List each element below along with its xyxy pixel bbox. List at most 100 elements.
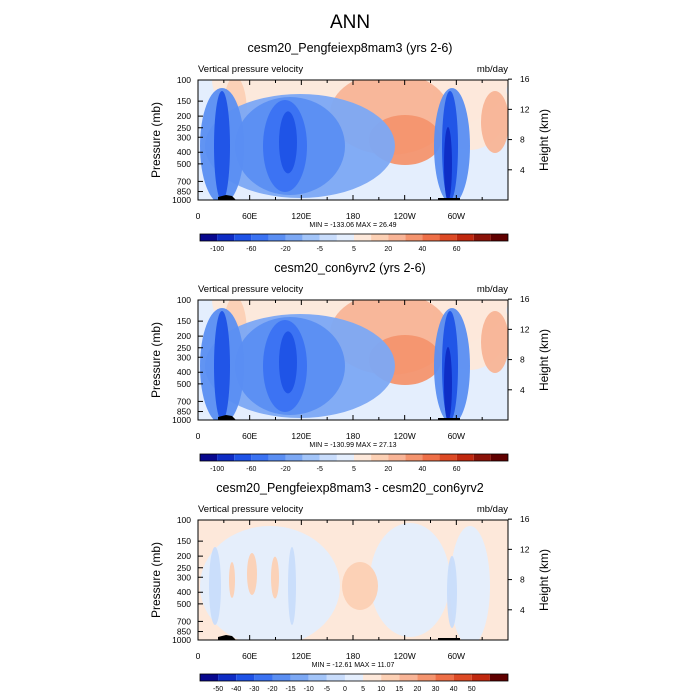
y-tick-label: 700 (177, 396, 191, 406)
x-tick-label: 120W (394, 211, 416, 221)
colorbar-label: 60 (453, 466, 461, 473)
colorbar-swatch (473, 234, 491, 241)
min-max-stats: MIN = -12.61 MAX = 11.07 (312, 662, 395, 669)
colorbar-swatch (388, 454, 406, 461)
colorbar-label: 40 (450, 686, 458, 693)
x-tick-label: 120W (394, 431, 416, 441)
y-tick-label: 1000 (172, 635, 191, 645)
field-shading (198, 300, 508, 420)
colorbar-label: -10 (304, 686, 314, 693)
y-tick-label: 500 (177, 159, 191, 169)
field-contour-12 (214, 311, 230, 420)
units-label: mb/day (477, 504, 508, 515)
colorbar-label: 15 (395, 686, 403, 693)
field-contour-10 (279, 331, 297, 394)
colorbar-label: 50 (468, 686, 476, 693)
colorbar-swatch (371, 234, 389, 241)
colorbar-label: 40 (419, 466, 427, 473)
colorbar-swatch (236, 674, 255, 681)
colorbar-swatch (251, 454, 269, 461)
colorbar-label: -60 (246, 466, 256, 473)
field-contour-4 (481, 91, 508, 153)
colorbar-swatch (200, 674, 219, 681)
y-right-axis-label: Height (km) (537, 549, 551, 611)
y-tick-label: 250 (177, 343, 191, 353)
colorbar-swatch (388, 234, 406, 241)
x-tick-label: 60E (242, 211, 257, 221)
units-label: mb/day (477, 64, 508, 75)
variable-label: Vertical pressure velocity (198, 64, 303, 75)
y-tick-label: 400 (177, 147, 191, 157)
colorbar-label: -15 (286, 686, 296, 693)
colorbar-swatch (308, 674, 327, 681)
field-contour-3 (209, 547, 221, 625)
field-contour-8 (342, 562, 378, 610)
colorbar-swatch (489, 674, 508, 681)
colorbar-swatch (435, 674, 454, 681)
y-tick-label: 500 (177, 379, 191, 389)
colorbar-label: -50 (213, 686, 223, 693)
colorbar-swatch (473, 454, 491, 461)
colorbar-frame (199, 453, 509, 462)
colorbar-swatch (200, 234, 218, 241)
chart-panel-2: cesm20_con6yrv2 (yrs 2-6) Vertical pressu… (149, 261, 551, 473)
y-right-tick-label: 4 (520, 165, 525, 175)
colorbar-swatch (344, 674, 364, 681)
colorbar-label: -100 (210, 466, 224, 473)
colorbar-swatch (371, 454, 389, 461)
colorbar-swatch (290, 674, 309, 681)
y-tick-label: 200 (177, 111, 191, 121)
y-right-axis-label: Height (km) (537, 329, 551, 391)
field-contour-9 (229, 562, 235, 598)
field-contour-6 (247, 553, 257, 595)
colorbar-label: -20 (280, 466, 290, 473)
x-tick-label: 180 (346, 211, 360, 221)
colorbar-label: 5 (352, 466, 356, 473)
chart-panel-3: cesm20_Pengfeiexp8mam3 - cesm20_con6yrv2… (149, 481, 551, 693)
y-tick-label: 700 (177, 176, 191, 186)
x-tick-label: 120W (394, 651, 416, 661)
y-right-tick-label: 12 (520, 324, 530, 334)
field-shading (198, 520, 508, 640)
colorbar-swatch (422, 234, 440, 241)
colorbar-swatch (490, 454, 508, 461)
y-tick-label: 200 (177, 331, 191, 341)
y-tick-label: 300 (177, 352, 191, 362)
colorbar-swatch (399, 674, 418, 681)
units-label: mb/day (477, 284, 508, 295)
chart-title: cesm20_Pengfeiexp8mam3 (yrs 2-6) (248, 41, 453, 55)
colorbar-swatch (302, 454, 320, 461)
y-tick-label: 500 (177, 599, 191, 609)
x-tick-label: 120E (291, 211, 311, 221)
field-contour-2 (450, 526, 490, 640)
colorbar-swatch (234, 454, 252, 461)
y-right-tick-label: 16 (520, 514, 530, 524)
y-tick-label: 1000 (172, 415, 191, 425)
colorbar-swatch (471, 674, 490, 681)
colorbar-swatch (417, 674, 436, 681)
colorbar-swatch (456, 234, 474, 241)
x-tick-label: 0 (196, 211, 201, 221)
chart-title: cesm20_con6yrv2 (yrs 2-6) (274, 261, 425, 275)
colorbar-swatch (405, 454, 423, 461)
colorbar-label: 60 (453, 246, 461, 253)
y-tick-label: 200 (177, 551, 191, 561)
y-tick-label: 400 (177, 367, 191, 377)
y-tick-label: 250 (177, 123, 191, 133)
y-right-tick-label: 12 (520, 104, 530, 114)
x-tick-label: 60E (242, 431, 257, 441)
x-tick-label: 120E (291, 431, 311, 441)
y-axis-label: Pressure (mb) (149, 102, 163, 178)
colorbar-swatch (453, 674, 472, 681)
colorbar-swatch (200, 454, 218, 461)
colorbar-swatch (354, 454, 372, 461)
x-tick-label: 180 (346, 651, 360, 661)
colorbar-frame (199, 673, 509, 682)
y-tick-label: 100 (177, 75, 191, 85)
y-right-tick-label: 4 (520, 605, 525, 615)
field-shading (198, 80, 508, 200)
y-tick-label: 850 (177, 187, 191, 197)
colorbar-swatch (218, 674, 237, 681)
y-tick-label: 100 (177, 295, 191, 305)
